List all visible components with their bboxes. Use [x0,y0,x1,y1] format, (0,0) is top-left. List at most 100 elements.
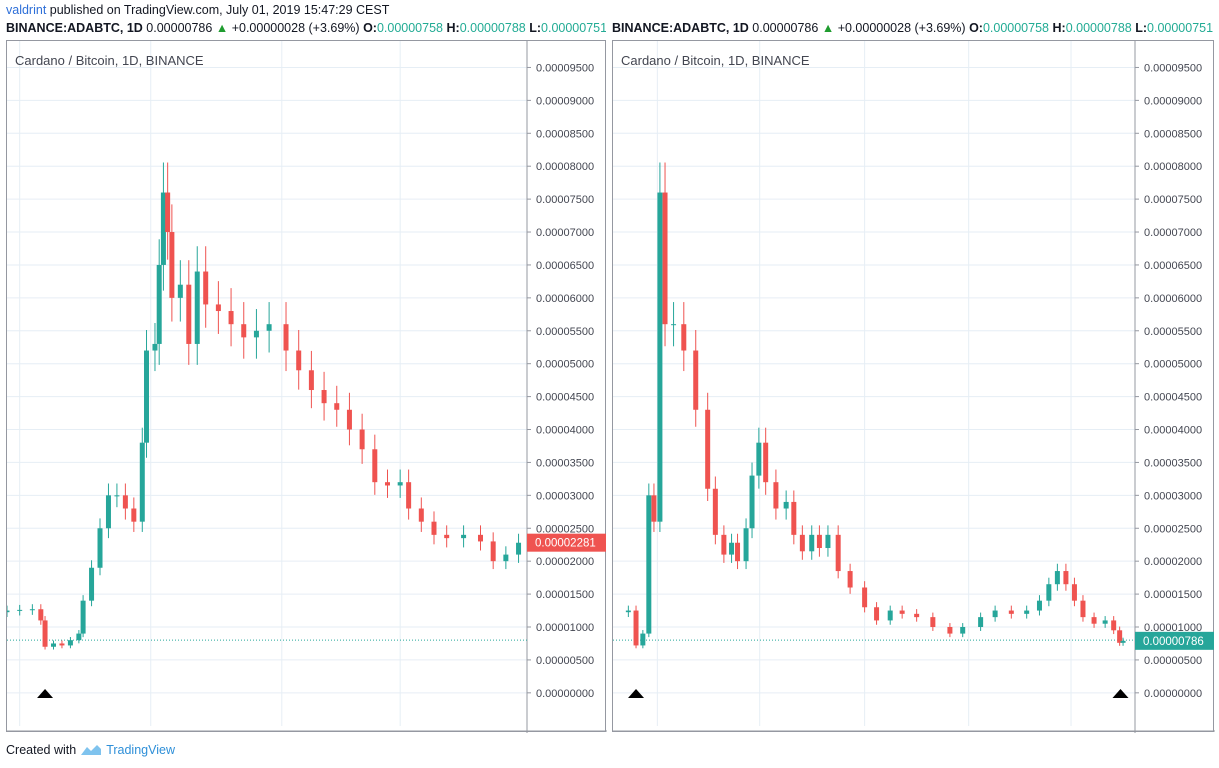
candle-body [431,521,437,535]
up-triangle-icon [37,689,54,698]
candle-body [114,495,120,497]
legend-high: 0.00000788 [459,21,526,35]
y-tick-label: 0.00004000 [536,425,594,437]
y-tick-label: 0.00005000 [1144,359,1202,371]
candle-body [29,609,35,611]
y-tick-label: 0.00002500 [536,523,594,535]
y-tick-label: 0.00003000 [536,490,594,502]
candle-body [67,640,73,646]
candle-body [122,495,128,509]
candle-body [7,610,10,613]
chart-title: Cardano / Bitcoin, 1D, BINANCE [15,53,204,68]
last-price-label: 0.00002281 [535,538,596,550]
candle-body [773,482,779,509]
y-tick-label: 0.00008000 [1144,161,1202,173]
candle-body [947,627,953,634]
candle-body [930,617,936,628]
last-price-label: 0.00000786 [1143,636,1204,648]
candle-body [749,475,755,529]
legend-high-label: H: [1052,21,1066,35]
y-tick-label: 0.00002500 [1144,523,1202,535]
candle-body [89,567,95,601]
y-tick-label: 0.00006500 [1144,260,1202,272]
y-tick-label: 0.00000000 [536,688,594,700]
candle-body [633,610,639,646]
candle-body [1080,600,1086,618]
candle-body [17,609,23,611]
legend-open: 0.00000758 [982,21,1049,35]
y-tick-label: 0.00000000 [1144,688,1202,700]
y-tick-label: 0.00009000 [536,95,594,107]
y-tick-label: 0.00008000 [536,161,594,173]
y-tick-label: 0.00009000 [1144,95,1202,107]
legend-change: +0.00000028 (+3.69%) [837,21,966,35]
legend-low: 0.00000751 [541,21,606,35]
candle-body [809,534,815,552]
chart-svg-right[interactable]: 0.00009500 0.00009000 0.00008500 0.00008000… [613,41,1215,733]
y-tick-label: 0.00004000 [1144,425,1202,437]
chart-svg-left[interactable]: 0.00009500 0.00009000 0.00008500 0.00008000… [7,41,607,733]
tradingview-logo-icon [81,745,102,755]
chart-title: Cardano / Bitcoin, 1D, BINANCE [621,53,810,68]
up-triangle-icon [628,689,645,698]
candle-body [346,409,352,430]
candle-body [887,610,893,621]
candle-body [729,542,735,555]
candle-body [1024,610,1030,614]
candle-body [874,607,880,621]
legend-symbol: BINANCE:ADABTC, 1D [612,21,749,35]
y-tick-label: 0.00008500 [536,128,594,140]
candle-body [756,442,762,476]
legend-high: 0.00000788 [1065,21,1132,35]
candle-body [105,495,111,529]
candle-body [862,587,868,608]
legend-symbol: BINANCE:ADABTC, 1D [6,21,143,35]
legend-right: BINANCE:ADABTC, 1D 0.00000786 ▲ +0.00000… [612,21,1214,35]
candle-body [763,442,769,483]
candle-body [461,534,467,539]
candle-body [59,643,65,646]
legend-open-label: O: [969,21,983,35]
candle-body [397,482,403,486]
y-tick-label: 0.00002000 [1144,556,1202,568]
chart-panel-left[interactable]: 0.00009500 0.00009000 0.00008500 0.00008000… [6,40,607,733]
candle-body [640,633,646,646]
legend-low: 0.00000751 [1147,21,1214,35]
candle-body [241,324,247,338]
y-tick-label: 0.00009500 [536,62,594,74]
candle-body [1120,640,1126,643]
created-with-label: Created with [6,743,77,757]
candle-body [131,508,137,522]
chart-panel-right[interactable]: 0.00009500 0.00009000 0.00008500 0.00008000… [612,40,1215,733]
candle-body [1054,571,1060,585]
legend-open-label: O: [363,21,377,35]
candle-body [418,508,424,522]
candle-body [657,192,663,522]
candle-body [1111,620,1117,631]
y-tick-label: 0.00008500 [1144,128,1202,140]
legend-up-arrow-icon: ▲ [821,21,835,35]
legend-open: 0.00000758 [376,21,443,35]
candle-body [80,600,86,634]
candle-body [899,610,905,614]
candle-body [38,609,44,621]
footer: Created with TradingView [6,743,175,757]
tradingview-brand-link[interactable]: TradingView [106,743,175,757]
y-tick-label: 0.00006000 [1144,293,1202,305]
candle-body [1102,620,1108,624]
candle-body [372,449,378,483]
candle-body [978,617,984,628]
candle-body [681,324,687,351]
candle-body [490,541,496,562]
y-tick-label: 0.00006500 [536,260,594,272]
legend-last: 0.00000786 [146,21,213,35]
candle-body [503,554,509,562]
candle-body [835,534,841,572]
candle-body [1091,617,1097,624]
candle-body [296,350,302,371]
author-link[interactable]: valdrint [6,3,47,17]
candle-body [253,330,259,338]
candle-body [914,613,920,618]
candle-body [1036,600,1042,611]
candle-body [1071,584,1077,601]
